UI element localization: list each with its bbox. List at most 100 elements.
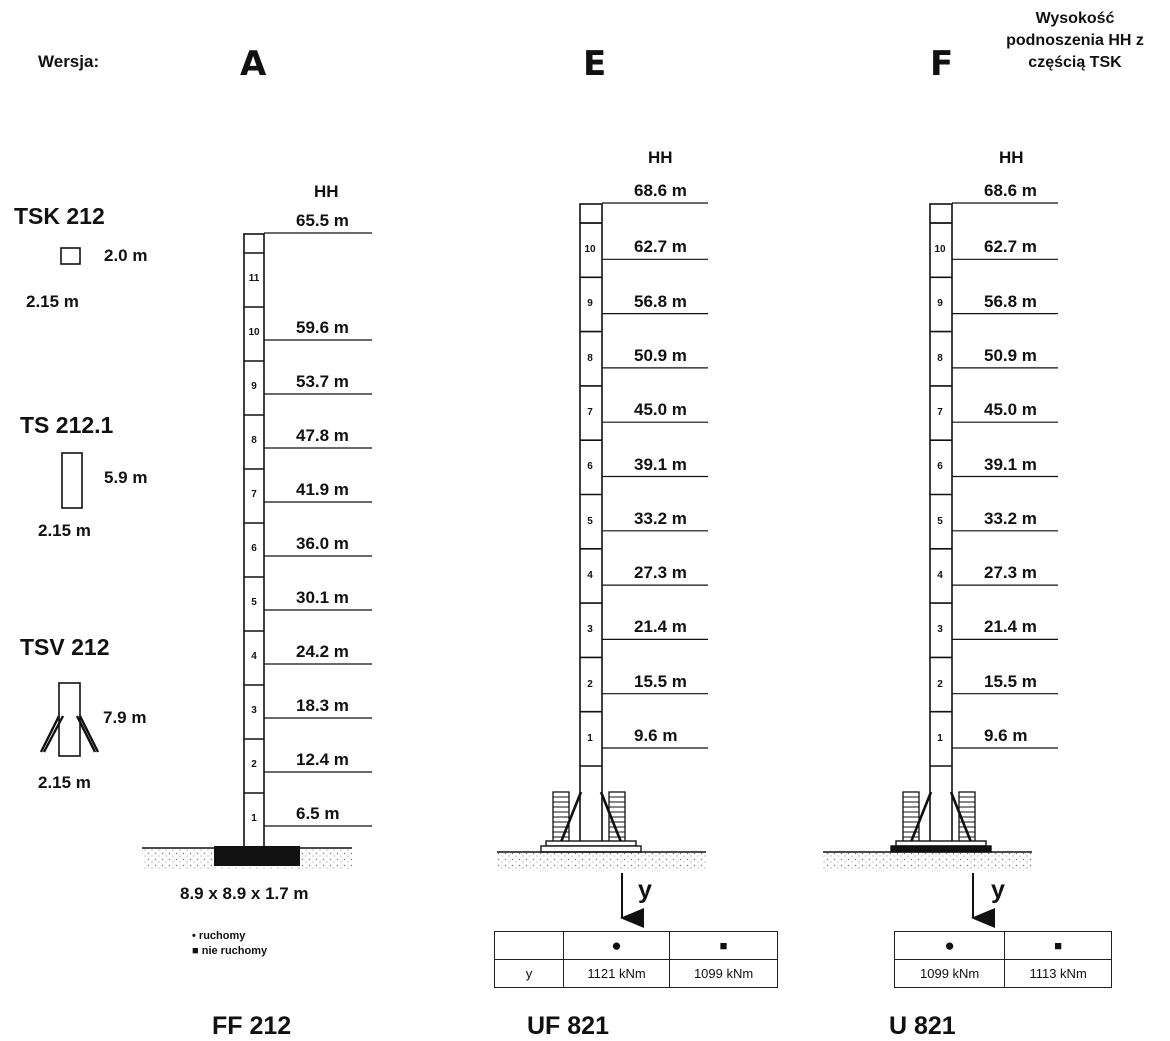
ts-section-icon bbox=[61, 452, 83, 509]
arrow-label-f: y bbox=[991, 876, 1005, 904]
height-label: 56.8 m bbox=[984, 291, 1037, 311]
undercarriage-frame bbox=[545, 840, 637, 847]
foundation-dimensions: 8.9 x 8.9 x 1.7 m bbox=[180, 884, 309, 903]
section-number: 9 bbox=[251, 381, 257, 392]
version-letter-a: A bbox=[240, 44, 267, 84]
section-number: 10 bbox=[934, 244, 946, 256]
legend-fixed: ■ nie ruchomy bbox=[192, 945, 267, 957]
section-type-ts-height: 5.9 m bbox=[104, 468, 148, 487]
section-number: 7 bbox=[251, 489, 257, 500]
moment-table-e-header-fixed: ■ bbox=[669, 931, 778, 960]
height-label: 18.3 m bbox=[296, 696, 349, 715]
section-number: 1 bbox=[587, 732, 593, 744]
version-label: Wersja: bbox=[38, 52, 100, 71]
section-number: 4 bbox=[251, 651, 257, 662]
lift-height-note-line-1: Wysokość bbox=[1035, 10, 1115, 27]
height-label: 68.6 m bbox=[634, 181, 687, 200]
legend-fixed-symbol: ■ bbox=[192, 945, 199, 957]
moment-table-f: ● ■ 1099 kNm 1113 kNm bbox=[893, 931, 1112, 988]
legend-mobile-symbol: • bbox=[192, 930, 196, 942]
section-number: 5 bbox=[937, 515, 943, 527]
height-label: 12.4 m bbox=[296, 750, 349, 769]
section-number: 6 bbox=[251, 543, 257, 554]
height-label: 33.2 m bbox=[984, 508, 1037, 528]
section-number: 10 bbox=[248, 327, 260, 338]
section-number: 8 bbox=[587, 352, 593, 364]
section-number: 3 bbox=[251, 705, 257, 716]
legend-mobile-label: ruchomy bbox=[198, 930, 246, 942]
section-number: 4 bbox=[587, 569, 593, 581]
hh-label-f: HH bbox=[999, 148, 1024, 167]
undercarriage-brace bbox=[909, 791, 973, 843]
section-number: 10 bbox=[584, 244, 596, 256]
tower-e bbox=[540, 202, 708, 853]
section-type-ts-width: 2.15 m bbox=[38, 521, 91, 540]
height-label: 15.5 m bbox=[634, 671, 687, 691]
ground-e bbox=[497, 851, 706, 871]
moment-table-e-row-mobile: 1121 kNm bbox=[562, 959, 671, 988]
ground-f bbox=[823, 851, 1032, 871]
undercarriage-brace bbox=[559, 791, 623, 843]
lift-height-note-line-3: częścią TSK bbox=[1028, 54, 1122, 71]
height-label: 68.6 m bbox=[984, 181, 1037, 200]
section-number: 8 bbox=[251, 435, 257, 446]
moment-table-f-header-fixed: ■ bbox=[1004, 931, 1112, 960]
section-number: 6 bbox=[937, 461, 943, 473]
height-label: 41.9 m bbox=[296, 480, 349, 499]
section-number: 11 bbox=[248, 273, 260, 284]
height-label: 45.0 m bbox=[634, 400, 687, 420]
lift-height-note-line-2: podnoszenia HH z bbox=[1006, 32, 1144, 49]
undercarriage-f bbox=[890, 791, 992, 853]
moment-table-f-row-fixed: 1113 kNm bbox=[1004, 959, 1112, 988]
tower-f bbox=[890, 202, 1058, 853]
height-label: 62.7 m bbox=[984, 237, 1037, 257]
section-number: 3 bbox=[937, 624, 943, 636]
height-label: 21.4 m bbox=[634, 617, 687, 637]
foundation-block bbox=[214, 846, 300, 866]
hh-label-e: HH bbox=[648, 148, 673, 167]
moment-table-f-header: ● ■ bbox=[893, 931, 1112, 960]
mast-outline-a bbox=[243, 233, 265, 848]
height-label: 50.9 m bbox=[984, 345, 1037, 365]
height-label: 24.2 m bbox=[296, 642, 349, 661]
section-type-tsk-title: TSK 212 bbox=[14, 203, 105, 229]
version-letter-e: E bbox=[583, 44, 607, 84]
height-label: 30.1 m bbox=[296, 588, 349, 607]
base-plate bbox=[890, 845, 992, 853]
section-number: 1 bbox=[251, 813, 257, 824]
height-label: 53.7 m bbox=[296, 372, 349, 391]
section-number: 2 bbox=[587, 678, 593, 690]
tsv-section-icon bbox=[39, 682, 100, 757]
height-label: 62.7 m bbox=[634, 237, 687, 257]
section-number: 8 bbox=[937, 352, 943, 364]
section-number: 5 bbox=[587, 515, 593, 527]
moment-table-e-header-blank bbox=[494, 931, 564, 960]
section-type-tsv-width: 2.15 m bbox=[38, 773, 91, 792]
height-label: 59.6 m bbox=[296, 318, 349, 337]
section-type-tsv-height: 7.9 m bbox=[103, 708, 147, 727]
section-number: 5 bbox=[251, 597, 257, 608]
moment-table-f-header-mobile: ● bbox=[893, 931, 1006, 960]
section-number: 7 bbox=[937, 407, 943, 419]
hh-label-a: HH bbox=[314, 182, 339, 201]
height-label: 9.6 m bbox=[984, 726, 1028, 745]
moment-table-e-row-fixed: 1099 kNm bbox=[669, 959, 778, 988]
height-label: 65.5 m bbox=[296, 211, 349, 230]
height-label: 9.6 m bbox=[634, 726, 678, 745]
height-label: 56.8 m bbox=[634, 291, 687, 311]
moment-table-f-row: 1099 kNm 1113 kNm bbox=[893, 959, 1112, 988]
section-number: 9 bbox=[937, 298, 943, 310]
section-number: 2 bbox=[937, 678, 943, 690]
height-label: 39.1 m bbox=[984, 454, 1037, 474]
height-label: 47.8 m bbox=[296, 426, 349, 445]
height-label: 45.0 m bbox=[984, 400, 1037, 420]
ground-a bbox=[142, 846, 352, 869]
height-label: 6.5 m bbox=[296, 804, 340, 823]
section-number: 1 bbox=[937, 732, 943, 744]
height-label: 21.4 m bbox=[984, 617, 1037, 637]
section-type-tsk-width: 2.15 m bbox=[26, 292, 79, 311]
section-number: 4 bbox=[937, 569, 943, 581]
section-number: 7 bbox=[587, 407, 593, 419]
base-plate bbox=[540, 845, 642, 853]
